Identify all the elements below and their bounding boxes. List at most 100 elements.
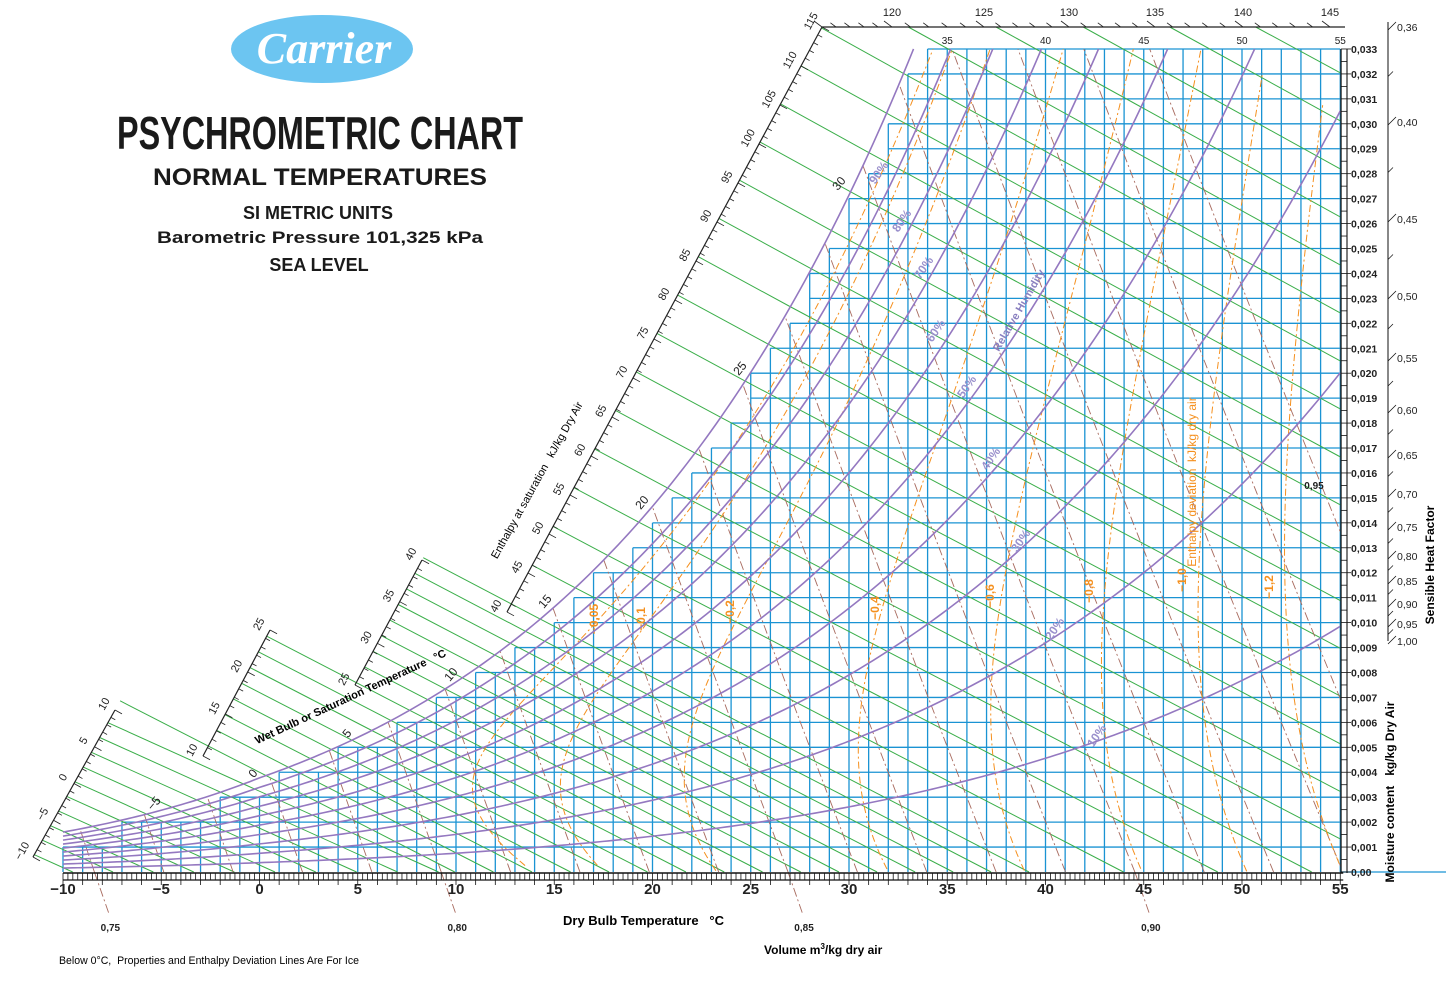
y-tick-label: 0,029: [1351, 144, 1377, 156]
enthalpy-deviation-line: [990, 48, 1138, 871]
enthalpy-top-scale-tick: [1146, 20, 1156, 28]
enthalpy-scale-label: 30: [359, 629, 375, 645]
y-tick-label: 0,023: [1351, 293, 1377, 305]
y-tick-label: 0,033: [1351, 44, 1377, 56]
enthalpy-scale-label: 95: [719, 169, 735, 185]
y-tick-label: 0,001: [1351, 842, 1377, 854]
enthalpy-scale-tick: [408, 584, 414, 588]
y-tick-label: 0,002: [1351, 817, 1377, 829]
relative-humidity-curve: [62, 48, 1100, 849]
shf-minor-tick: [1387, 610, 1394, 617]
y-tick-label: 0,009: [1351, 643, 1377, 655]
shf-tick: [1387, 575, 1397, 585]
enthalpy-top-scale-tick: [1166, 22, 1173, 28]
enthalpy-scale-label: 10: [96, 696, 112, 713]
enthalpy-scale-tick: [750, 159, 756, 163]
shf-tick: [1387, 116, 1397, 126]
shf-label: 0,80: [1397, 551, 1418, 563]
volume-line: [267, 772, 303, 873]
enthalpy-scale-tick: [110, 717, 116, 721]
pressure-label: Barometric Pressure 101,325 kPa: [157, 228, 484, 247]
shf-minor-tick: [1387, 538, 1394, 544]
units-label: SI METRIC UNITS: [243, 203, 393, 223]
x-tick-label: 40: [1037, 881, 1054, 898]
volume-line: [202, 784, 234, 873]
enthalpy-top-scale-tick: [1184, 22, 1191, 28]
enthalpy-scale-tick: [256, 654, 262, 658]
y-tick-label: 0,020: [1351, 368, 1377, 380]
carrier-logo: [231, 15, 413, 83]
enthalpy-top-scale-tick: [922, 22, 930, 28]
enthalpy-scale-tick: [729, 198, 735, 202]
enthalpy-scale-tick: [220, 722, 226, 726]
y-tick-label: 0,010: [1351, 618, 1377, 630]
shf-minor-tick: [1387, 629, 1394, 635]
enthalpy-scale-tick: [412, 576, 418, 580]
relative-humidity-curve: [62, 48, 1043, 845]
enthalpy-scale-tick: [229, 705, 235, 709]
volume-line: [443, 684, 512, 873]
volume-line: [698, 447, 858, 873]
enthalpy-deviation-label: −0,8: [1082, 579, 1096, 603]
enthalpy-scale-tick: [611, 416, 620, 422]
relative-humidity-label: 50%: [954, 373, 979, 401]
shf-label: 0,90: [1397, 599, 1418, 611]
enthalpy-scale-tick: [238, 688, 244, 692]
shf-label: 0,50: [1397, 291, 1418, 303]
enthalpy-scale-tick: [211, 738, 217, 742]
enthalpy-scale-tick: [679, 291, 684, 295]
enthalpy-scale-tick: [754, 151, 760, 155]
enthalpy-scale-label: 40: [488, 598, 504, 614]
enthalpy-scale-tick: [417, 567, 423, 572]
x-tick-label: −5: [153, 881, 170, 898]
volume-line: [327, 747, 373, 873]
enthalpy-deviation-label: −0,4: [868, 596, 882, 620]
enthalpy-scale-label: 75: [635, 325, 651, 341]
enthalpy-scale-tick: [386, 626, 391, 630]
enthalpy-scale-tick: [94, 746, 102, 751]
enthalpy-scale-tick: [106, 724, 112, 728]
shf-label: 0,70: [1397, 489, 1418, 501]
enthalpy-scale-tick: [691, 268, 697, 272]
shf-minor-tick: [1387, 254, 1394, 260]
enthalpy-scale-tick: [700, 252, 705, 256]
volume-title-pre: Volume m: [764, 943, 820, 957]
enthalpy-scale-tick: [586, 463, 592, 467]
enthalpy-scale-tick: [354, 684, 363, 690]
wet-bulb-line: [821, 27, 1341, 314]
y-tick-label: 0,028: [1351, 169, 1377, 181]
enthalpy-scale-tick: [536, 557, 541, 561]
enthalpy-scale-line: [354, 559, 423, 686]
enthalpy-scale-label: 65: [593, 403, 609, 419]
enthalpy-scale-tick: [624, 393, 630, 397]
wet-bulb-line: [1255, 26, 1341, 74]
enthalpy-scale-label: 85: [677, 247, 693, 263]
enthalpy-scale-tick: [523, 580, 529, 584]
enthalpy-scale-tick: [805, 57, 810, 61]
y-tick-label: 0,008: [1351, 667, 1377, 679]
x-tick-label: 20: [644, 881, 661, 898]
y-tick-label: 0,015: [1351, 493, 1377, 505]
enthalpy-scale-label: 115: [802, 11, 821, 32]
enthalpy-scale-tick: [269, 629, 278, 635]
enthalpy-scale-tick: [225, 713, 233, 719]
volume-line: [860, 161, 1136, 873]
enthalpy-scale-tick: [737, 182, 746, 188]
y-tick-label: 0,011: [1351, 593, 1377, 605]
enthalpy-scale-tick: [390, 617, 396, 622]
page-title: PSYCHROMETRIC CHART: [117, 107, 523, 159]
enthalpy-scale-tick: [595, 447, 600, 451]
volume-line: [498, 647, 581, 873]
wet-bulb-title: Wet Bulb or Saturation Temperature °C: [253, 648, 448, 747]
top-x-tick-label: 35: [942, 36, 954, 47]
volume-line: [894, 73, 1205, 873]
enthalpy-scale-tick: [742, 174, 747, 178]
enthalpy-scale-tick: [653, 338, 662, 344]
enthalpy-deviation-label: −1,0: [1175, 568, 1189, 592]
y-tick-label: 0,031: [1351, 94, 1377, 106]
enthalpy-deviation-line: [683, 48, 996, 871]
y-tick-label: 0,026: [1351, 219, 1377, 231]
enthalpy-scale-tick: [82, 768, 87, 772]
enthalpy-scale-tick: [57, 812, 63, 816]
enthalpy-scale-tick: [553, 525, 558, 529]
